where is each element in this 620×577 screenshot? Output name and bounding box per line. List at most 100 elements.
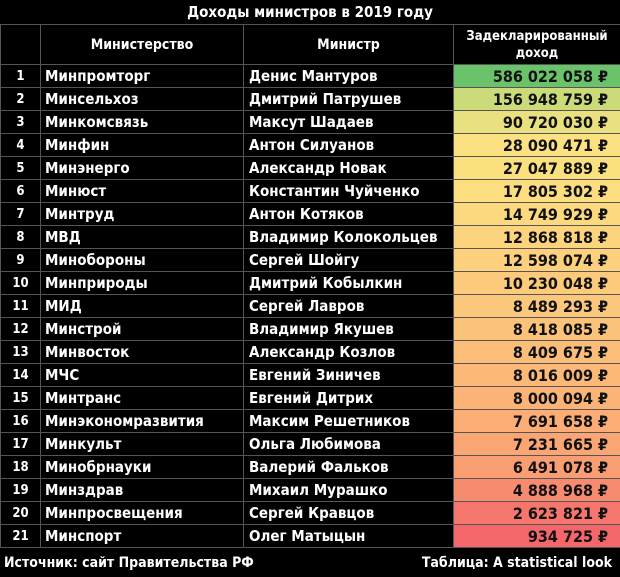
- income-cell: 8 016 009 ₽: [453, 363, 620, 387]
- income-cell: 17 805 302 ₽: [453, 179, 620, 203]
- ministry-cell: Минспорт: [40, 524, 244, 548]
- income-cell: 7 691 658 ₽: [453, 409, 620, 433]
- income-cell: 10 230 048 ₽: [453, 271, 620, 295]
- income-cell: 8 000 094 ₽: [453, 386, 620, 410]
- row-number: 7: [0, 202, 41, 226]
- row-number: 12: [0, 317, 41, 341]
- income-cell: 156 948 759 ₽: [453, 87, 620, 111]
- table-row: 16 Минэкономразвития Максим Решетников 7 69…: [0, 409, 620, 433]
- row-number: 20: [0, 501, 41, 525]
- income-table: Министерство Министр Задекларированный д…: [0, 24, 620, 548]
- minister-cell: Максим Решетников: [243, 409, 454, 433]
- minister-cell: Максут Шадаев: [243, 110, 454, 134]
- ministry-cell: Минвосток: [40, 340, 244, 364]
- ministry-cell: МВД: [40, 225, 244, 249]
- row-number: 14: [0, 363, 41, 387]
- minister-cell: Антон Силуанов: [243, 133, 454, 157]
- ministry-cell: Минэкономразвития: [40, 409, 244, 433]
- row-number: 4: [0, 133, 41, 157]
- table-row: 11 МИД Сергей Лавров 8 489 293 ₽: [0, 294, 620, 318]
- table-row: 10 Минприроды Дмитрий Кобылкин 10 230 048 ₽: [0, 271, 620, 295]
- row-number: 17: [0, 432, 41, 456]
- table-row: 17 Минкульт Ольга Любимова 7 231 665 ₽: [0, 432, 620, 456]
- minister-cell: Ольга Любимова: [243, 432, 454, 456]
- table-row: 9 Минобороны Сергей Шойгу 12 598 074 ₽: [0, 248, 620, 272]
- income-cell: 934 725 ₽: [453, 524, 620, 548]
- ministry-cell: МИД: [40, 294, 244, 318]
- income-cell: 8 409 675 ₽: [453, 340, 620, 364]
- income-cell: 2 623 821 ₽: [453, 501, 620, 525]
- ministry-cell: Минюст: [40, 179, 244, 203]
- source-note: Источник: сайт Правительства РФ: [4, 555, 254, 571]
- table-row: 5 Минэнерго Александр Новак 27 047 889 ₽: [0, 156, 620, 180]
- ministry-cell: Минкомсвязь: [40, 110, 244, 134]
- income-cell: 8 489 293 ₽: [453, 294, 620, 318]
- income-cell: 12 868 818 ₽: [453, 225, 620, 249]
- ministry-cell: Минэнерго: [40, 156, 244, 180]
- row-number: 15: [0, 386, 41, 410]
- row-number: 18: [0, 455, 41, 479]
- minister-cell: Евгений Зиничев: [243, 363, 454, 387]
- minister-cell: Владимир Колокольцев: [243, 225, 454, 249]
- income-cell: 4 888 968 ₽: [453, 478, 620, 502]
- minister-cell: Дмитрий Патрушев: [243, 87, 454, 111]
- income-cell: 8 418 085 ₽: [453, 317, 620, 341]
- table-row: 13 Минвосток Александр Козлов 8 409 675 ₽: [0, 340, 620, 364]
- income-cell: 7 231 665 ₽: [453, 432, 620, 456]
- ministry-cell: Минкульт: [40, 432, 244, 456]
- header-ministry: Министерство: [40, 24, 244, 65]
- row-number: 6: [0, 179, 41, 203]
- ministry-cell: Минприроды: [40, 271, 244, 295]
- row-number: 13: [0, 340, 41, 364]
- ministry-cell: Минсельхоз: [40, 87, 244, 111]
- ministry-cell: Минпромторг: [40, 64, 244, 88]
- minister-cell: Александр Козлов: [243, 340, 454, 364]
- table-row: 4 Минфин Антон Силуанов 28 090 471 ₽: [0, 133, 620, 157]
- minister-cell: Михаил Мурашко: [243, 478, 454, 502]
- table-row: 7 Минтруд Антон Котяков 14 749 929 ₽: [0, 202, 620, 226]
- table-row: 3 Минкомсвязь Максут Шадаев 90 720 030 ₽: [0, 110, 620, 134]
- minister-cell: Валерий Фальков: [243, 455, 454, 479]
- income-cell: 6 491 078 ₽: [453, 455, 620, 479]
- header-income: Задекларированный доход: [453, 24, 620, 65]
- table-row: 15 Минтранс Евгений Дитрих 8 000 094 ₽: [0, 386, 620, 410]
- minister-cell: Сергей Лавров: [243, 294, 454, 318]
- header-num: [0, 24, 41, 65]
- ministry-cell: Минстрой: [40, 317, 244, 341]
- table-row: 1 Минпромторг Денис Мантуров 586 022 058 ₽: [0, 64, 620, 88]
- ministry-cell: МЧС: [40, 363, 244, 387]
- income-cell: 27 047 889 ₽: [453, 156, 620, 180]
- minister-cell: Денис Мантуров: [243, 64, 454, 88]
- header-row: Министерство Министр Задекларированный д…: [0, 24, 620, 65]
- ministry-cell: Минздрав: [40, 478, 244, 502]
- table-row: 20 Минпросвещения Сергей Кравцов 2 623 821 …: [0, 501, 620, 525]
- table-row: 12 Минстрой Владимир Якушев 8 418 085 ₽: [0, 317, 620, 341]
- table-row: 18 Минобрнауки Валерий Фальков 6 491 078 ₽: [0, 455, 620, 479]
- table-row: 8 МВД Владимир Колокольцев 12 868 818 ₽: [0, 225, 620, 249]
- ministry-cell: Минтруд: [40, 202, 244, 226]
- income-cell: 90 720 030 ₽: [453, 110, 620, 134]
- row-number: 1: [0, 64, 41, 88]
- row-number: 19: [0, 478, 41, 502]
- minister-cell: Константин Чуйченко: [243, 179, 454, 203]
- minister-cell: Сергей Кравцов: [243, 501, 454, 525]
- row-number: 9: [0, 248, 41, 272]
- table-body: 1 Минпромторг Денис Мантуров 586 022 058 ₽2…: [0, 64, 620, 548]
- row-number: 8: [0, 225, 41, 249]
- row-number: 16: [0, 409, 41, 433]
- income-cell: 28 090 471 ₽: [453, 133, 620, 157]
- table-row: 21 Минспорт Олег Матыцын 934 725 ₽: [0, 524, 620, 548]
- table-row: 2 Минсельхоз Дмитрий Патрушев 156 948 759 ₽: [0, 87, 620, 111]
- row-number: 10: [0, 271, 41, 295]
- row-number: 5: [0, 156, 41, 180]
- ministry-cell: Минобороны: [40, 248, 244, 272]
- minister-cell: Дмитрий Кобылкин: [243, 271, 454, 295]
- ministry-cell: Минпросвещения: [40, 501, 244, 525]
- footer: Источник: сайт Правительства РФ Таблица:…: [0, 552, 620, 577]
- ministry-cell: Минфин: [40, 133, 244, 157]
- ministry-cell: Минтранс: [40, 386, 244, 410]
- minister-cell: Олег Матыцын: [243, 524, 454, 548]
- row-number: 11: [0, 294, 41, 318]
- row-number: 21: [0, 524, 41, 548]
